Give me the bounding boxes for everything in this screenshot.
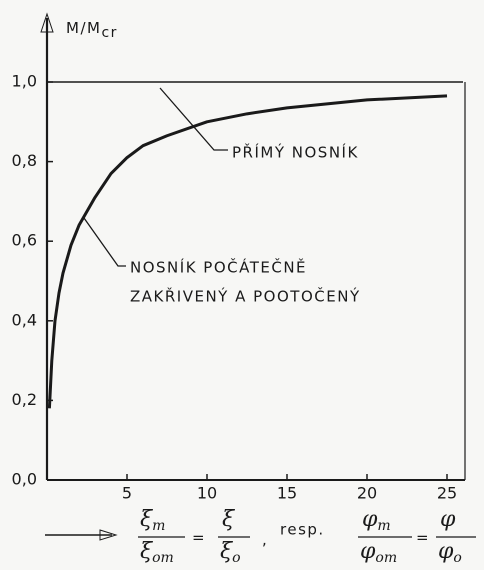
x-tick-label: 20 (357, 484, 377, 503)
x-axis-label: ξm ξom = ξ ξo , resp. φm φom = φ φo (138, 507, 476, 566)
leader-line (83, 217, 126, 267)
curve (47, 94, 448, 409)
x-arrow-head (99, 529, 118, 541)
frac-num: φ (440, 507, 456, 532)
x-tick-label: 25 (437, 484, 457, 503)
frac-num: ξm (140, 507, 165, 534)
frac-den: ξom (140, 539, 174, 566)
x-tick-label: 15 (277, 484, 297, 503)
annotation: PŘÍMÝ NOSNÍK (232, 143, 359, 162)
leader-line (159, 87, 228, 151)
annotation: ZAKŘIVENÝ A POOTOČENÝ (130, 287, 361, 306)
y-tick-label: 0,8 (12, 151, 37, 170)
frac-den: φom (360, 539, 397, 566)
comma: , (262, 531, 267, 549)
y-tick-label: 0,4 (12, 310, 37, 329)
frac-den: φo (438, 539, 462, 566)
y-tick-label: 0,6 (12, 231, 37, 250)
frac-num: ξ (222, 507, 236, 532)
x-tick-label: 5 (122, 484, 132, 503)
y-tick-label: 0,2 (12, 390, 37, 409)
annotation: NOSNÍK POČÁTEČNĚ (130, 258, 307, 277)
y-tick-label: 1,0 (12, 72, 37, 91)
y-tick-label: 0,0 (12, 470, 37, 489)
frac-den: ξo (220, 539, 241, 566)
y-axis-label: M/Mcr (66, 19, 118, 42)
frac-num: φm (362, 507, 391, 534)
x-tick-label: 10 (197, 484, 217, 503)
y-axis-arrow (40, 12, 54, 33)
equals: = (416, 529, 429, 547)
equals: = (192, 529, 205, 547)
resp: resp. (280, 521, 325, 539)
